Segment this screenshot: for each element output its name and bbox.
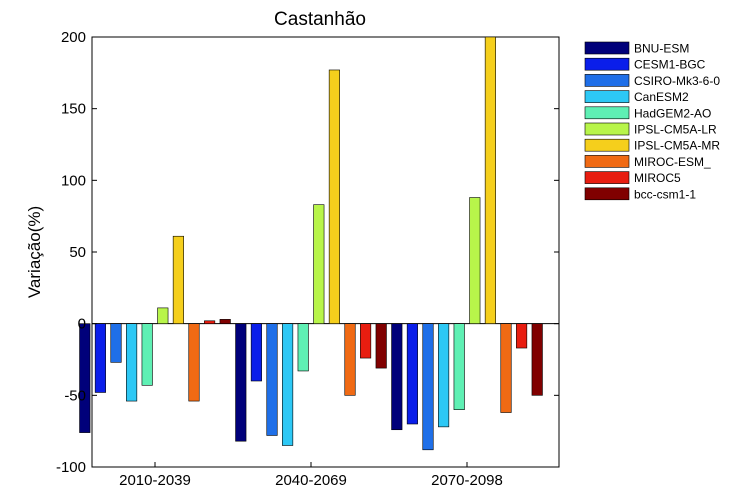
bar-csiro-mk3-6-0-2010-2039: [110, 323, 122, 363]
bar-ipsl-cm5a-mr-2010-2039: [172, 235, 184, 324]
legend-label: CSIRO-Mk3-6-0: [634, 74, 720, 88]
bar-miroc5-2010-2039: [204, 320, 216, 324]
bar-miroc-esm--2040-2069: [344, 323, 356, 396]
x-tick-label: 2010-2039: [119, 472, 191, 489]
legend-swatch: [584, 187, 630, 201]
legend-swatch: [584, 122, 630, 136]
bar-cesm1-bgc-2070-2098: [406, 323, 418, 425]
bar-ipsl-cm5a-lr-2070-2098: [469, 197, 481, 324]
bar-csiro-mk3-6-0-2070-2098: [422, 323, 434, 451]
legend-swatch: [584, 138, 630, 152]
y-tick-label: 50: [69, 244, 86, 261]
x-tick-label: 2040-2069: [275, 472, 347, 489]
legend-swatch: [584, 41, 630, 55]
bar-miroc-esm--2010-2039: [188, 323, 200, 402]
legend-label: MIROC-ESM_: [634, 155, 711, 169]
x-tick-label: 2070-2098: [431, 472, 503, 489]
bar-miroc5-2040-2069: [360, 323, 372, 359]
y-axis-ticks: -100 -50 0 50 100 150 200: [56, 29, 559, 476]
y-tick-label: 150: [61, 101, 86, 118]
bar-ipsl-cm5a-mr-2040-2069: [328, 69, 340, 324]
bar-csiro-mk3-6-0-2040-2069: [266, 323, 278, 436]
x-axis-ticks: 2010-2039 2040-2069 2070-2098: [119, 462, 503, 489]
bar-bcc-csm1-1-2040-2069: [375, 323, 387, 369]
bar-bcc-csm1-1-2070-2098: [531, 323, 543, 396]
bar-bcc-csm1-1-2010-2039: [219, 319, 231, 324]
bar-hadgem2-ao-2040-2069: [297, 323, 309, 372]
bar-cesm1-bgc-2040-2069: [250, 323, 262, 382]
legend-label: CanESM2: [634, 90, 689, 104]
bar-cesm1-bgc-2010-2039: [94, 323, 106, 393]
legend-label: HadGEM2-AO: [634, 106, 711, 120]
y-tick-label: -100: [56, 459, 86, 476]
legend-swatch: [584, 106, 630, 120]
legend-swatch: [584, 74, 630, 87]
bars: [79, 36, 543, 451]
legend: BNU-ESM CESM1-BGC CSIRO-Mk3-6-0 CanESM2 HadG…: [580, 37, 720, 206]
legend-label: CESM1-BGC: [634, 58, 706, 72]
bar-canesm2-2070-2098: [438, 323, 450, 428]
legend-label: IPSL-CM5A-MR: [634, 139, 720, 153]
chart-title: Castanhão: [274, 9, 366, 30]
y-tick-label: 200: [61, 29, 86, 46]
legend-label: bcc-csm1-1: [634, 187, 696, 201]
y-axis-label: Variação(%): [25, 206, 44, 298]
plot-area: [91, 36, 560, 468]
bar-bnu-esm-2040-2069: [235, 323, 247, 442]
bar-hadgem2-ao-2070-2098: [453, 323, 465, 410]
bar-ipsl-cm5a-lr-2010-2039: [157, 307, 169, 324]
legend-swatch: [584, 57, 630, 71]
legend-label: IPSL-CM5A-LR: [634, 123, 717, 137]
bar-hadgem2-ao-2010-2039: [141, 323, 153, 386]
legend-swatch: [584, 171, 630, 184]
bar-ipsl-cm5a-lr-2040-2069: [313, 204, 325, 324]
legend-swatch: [584, 155, 630, 168]
bar-miroc-esm--2070-2098: [500, 323, 512, 413]
y-tick-label: -50: [64, 387, 86, 404]
legend-label: MIROC5: [634, 171, 681, 185]
bar-bnu-esm-2070-2098: [391, 323, 403, 431]
bar-ipsl-cm5a-mr-2070-2098: [484, 36, 496, 324]
bar-miroc5-2070-2098: [516, 323, 528, 349]
y-tick-label: 100: [61, 172, 86, 189]
legend-swatch: [584, 90, 630, 103]
bar-canesm2-2040-2069: [282, 323, 294, 446]
bar-canesm2-2010-2039: [126, 323, 138, 402]
y-tick-label: 0: [78, 316, 86, 333]
bar-bnu-esm-2010-2039: [79, 323, 91, 433]
legend-label: BNU-ESM: [634, 42, 689, 56]
